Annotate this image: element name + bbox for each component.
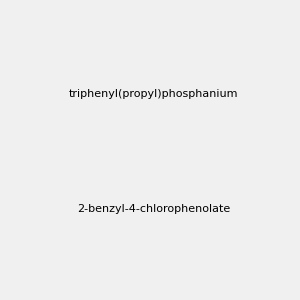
Text: 2-benzyl-4-chlorophenolate: 2-benzyl-4-chlorophenolate [77,204,230,214]
Text: triphenyl(propyl)phosphanium: triphenyl(propyl)phosphanium [69,89,239,99]
